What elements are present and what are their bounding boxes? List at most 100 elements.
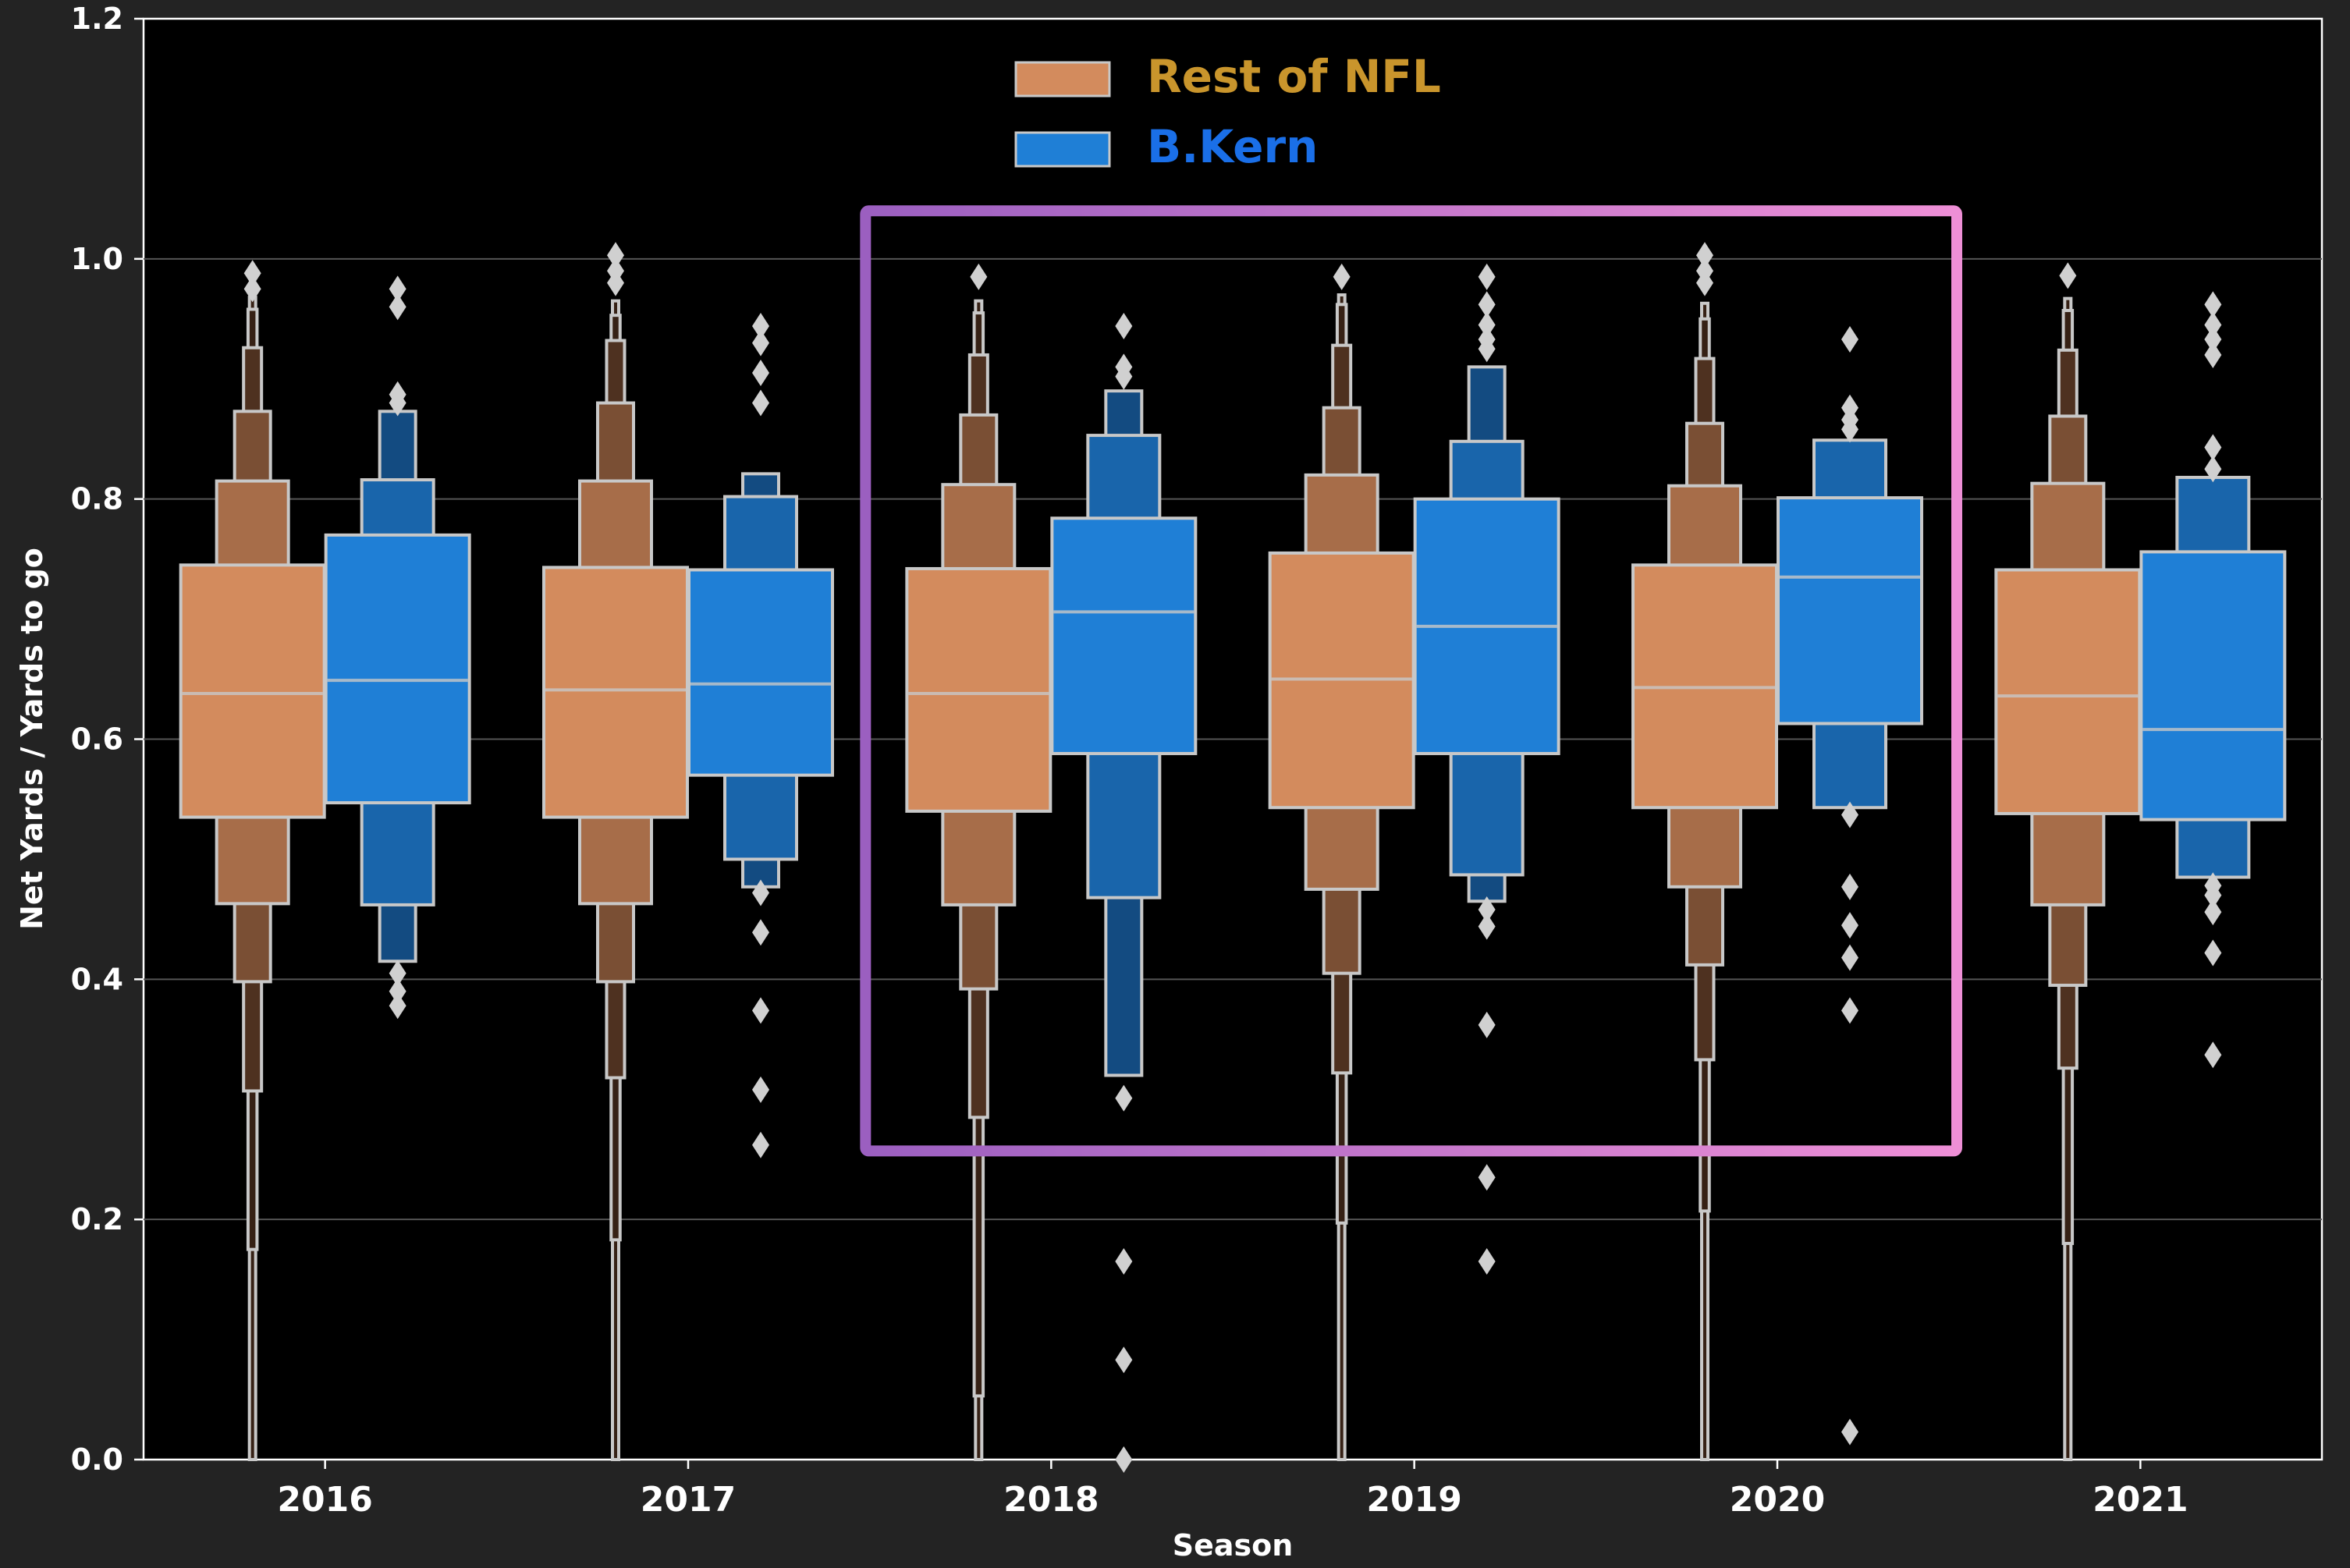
boxen-kern-2019: [1413, 263, 1560, 1275]
outlier-kern: [2204, 291, 2222, 318]
outlier-kern: [1115, 313, 1133, 340]
outlier-kern: [752, 997, 769, 1024]
boxen-kern-2018: [1050, 313, 1198, 1473]
outlier-kern: [389, 293, 406, 321]
outlier-kern: [1841, 912, 1858, 939]
boxen-kern-2021: [2139, 291, 2287, 1069]
x-tick-label: 2019: [1366, 1480, 1461, 1520]
y-tick-label: 1.0: [71, 242, 123, 276]
boxen-rest-level: [542, 566, 689, 819]
y-tick-label: 0.0: [71, 1442, 123, 1477]
outlier-kern: [752, 389, 769, 417]
outlier-kern: [752, 919, 769, 946]
outlier-kern: [1115, 1346, 1133, 1374]
outlier-kern: [2204, 1041, 2222, 1069]
boxen-rest-level: [1994, 568, 2142, 815]
boxen-rest-2020: [1631, 242, 1778, 1462]
outlier-kern: [1115, 353, 1133, 381]
outlier-kern: [1841, 394, 1858, 421]
outlier-kern: [752, 1131, 769, 1158]
x-axis: 2016 2017 2018 2019 2020 2021: [277, 1460, 2188, 1520]
boxen-kern-2020: [1777, 325, 1923, 1446]
outlier-kern: [752, 329, 769, 357]
x-tick-label: 2020: [1730, 1480, 1825, 1520]
boxen-kern-level: [687, 568, 834, 777]
outlier-kern: [389, 275, 406, 303]
outlier-kern: [752, 1076, 769, 1103]
outlier-rest: [970, 263, 988, 290]
outlier-kern: [1115, 1446, 1133, 1473]
outlier-kern: [1841, 873, 1858, 900]
outlier-kern: [2204, 311, 2222, 339]
x-tick-label: 2016: [277, 1480, 372, 1520]
boxen-kern-level: [324, 533, 471, 805]
y-axis-title: Net Yards / Yards to go: [15, 548, 49, 930]
y-tick-label: 0.2: [71, 1202, 123, 1236]
outlier-kern: [1841, 997, 1858, 1024]
outlier-kern: [1841, 325, 1858, 353]
legend-label-rest-of-nfl: Rest of NFL: [1147, 50, 1441, 103]
boxen-rest-level: [179, 563, 326, 819]
boxen-kern-level: [1050, 516, 1198, 755]
outlier-kern: [2204, 939, 2222, 967]
y-tick-label: 0.6: [71, 722, 123, 757]
outlier-kern: [1478, 311, 1496, 339]
outlier-rest: [1696, 242, 1713, 269]
outlier-kern: [2204, 899, 2222, 926]
plot-marks: [179, 242, 2287, 1473]
outlier-kern: [1478, 325, 1496, 353]
boxen-rest-2018: [905, 263, 1053, 1461]
highlight-box: [860, 205, 1962, 1157]
outlier-kern: [1841, 1418, 1858, 1446]
outlier-kern: [389, 960, 406, 987]
outlier-kern: [2204, 456, 2222, 483]
outlier-kern: [2204, 341, 2222, 368]
outlier-kern: [752, 879, 769, 906]
outlier-kern: [1478, 1011, 1496, 1038]
boxen-kern-2017: [687, 313, 834, 1158]
outlier-kern: [1478, 913, 1496, 940]
x-tick-label: 2018: [1003, 1480, 1099, 1520]
boxen-rest-2016: [179, 260, 326, 1461]
boxen-rest-level: [905, 566, 1053, 813]
legend: Rest of NFL B.Kern: [1014, 50, 1441, 173]
boxen-rest-2019: [1268, 263, 1415, 1462]
legend-label-b-kern: B.Kern: [1147, 120, 1318, 173]
boxen-kern-level: [2139, 550, 2287, 821]
outlier-kern: [1115, 1084, 1133, 1112]
outlier-rest: [607, 242, 624, 269]
outlier-kern: [1841, 801, 1858, 828]
outlier-kern: [1478, 896, 1496, 924]
x-tick-label: 2017: [641, 1480, 736, 1520]
outlier-rest: [2059, 262, 2077, 289]
outlier-rest: [243, 275, 261, 303]
boxen-kern-level: [1777, 496, 1923, 725]
y-tick-label: 0.4: [71, 962, 123, 996]
outlier-kern: [1478, 291, 1496, 318]
outlier-rest: [1696, 257, 1713, 285]
outlier-kern: [752, 360, 769, 387]
boxen-rest-2021: [1994, 262, 2142, 1461]
legend-swatch-rest-of-nfl: [1014, 61, 1111, 98]
outlier-rest: [1333, 263, 1351, 290]
outlier-kern: [1478, 263, 1496, 290]
outlier-kern: [1478, 1164, 1496, 1191]
outlier-kern: [1478, 1248, 1496, 1275]
outlier-kern: [1841, 944, 1858, 971]
outlier-kern: [389, 992, 406, 1020]
y-tick-label: 1.2: [71, 2, 123, 36]
outlier-rest: [607, 257, 624, 285]
legend-swatch-b-kern: [1014, 131, 1111, 168]
outlier-kern: [389, 381, 406, 408]
boxen-kern-2016: [324, 275, 471, 1020]
outlier-kern: [2204, 434, 2222, 461]
outlier-kern: [2204, 872, 2222, 899]
y-tick-label: 0.8: [71, 482, 123, 516]
x-tick-label: 2021: [2093, 1480, 2188, 1520]
outlier-kern: [2204, 325, 2222, 353]
x-axis-title: Season: [1173, 1528, 1294, 1563]
outlier-kern: [752, 313, 769, 340]
outlier-kern: [389, 977, 406, 1005]
boxen-rest-2017: [542, 242, 689, 1461]
